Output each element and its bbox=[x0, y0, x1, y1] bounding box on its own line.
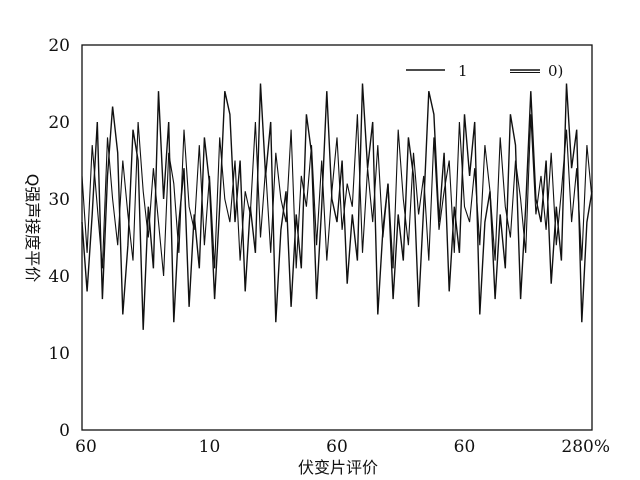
y-tick-label: 0 bbox=[59, 421, 70, 441]
y-tick-labels: 20 20 30 40 10 0 bbox=[48, 36, 70, 441]
x-tick-label: 60 bbox=[454, 437, 476, 457]
y-tick-label: 30 bbox=[48, 190, 70, 210]
x-tick-label: 60 bbox=[75, 437, 97, 457]
legend-label-2: 0) bbox=[548, 62, 563, 80]
y-tick-label: 20 bbox=[48, 36, 70, 56]
y-axis-title: Q强声接度平价 bbox=[23, 174, 42, 283]
legend-label-1: 1 bbox=[458, 62, 468, 80]
x-tick-label: 10 bbox=[199, 437, 221, 457]
x-tick-label: 60 bbox=[326, 437, 348, 457]
x-tick-labels: 60 10 60 60 280% bbox=[75, 437, 610, 457]
y-tick-label: 10 bbox=[48, 344, 70, 364]
series-line-2 bbox=[81, 114, 593, 277]
y-tick-label: 20 bbox=[48, 113, 70, 133]
x-axis-title: 伏变片评价 bbox=[298, 458, 378, 477]
legend: 1 0) bbox=[406, 62, 563, 80]
y-tick-label: 40 bbox=[48, 267, 70, 287]
x-tick-label: 280% bbox=[561, 437, 610, 457]
series-layer bbox=[81, 83, 593, 330]
